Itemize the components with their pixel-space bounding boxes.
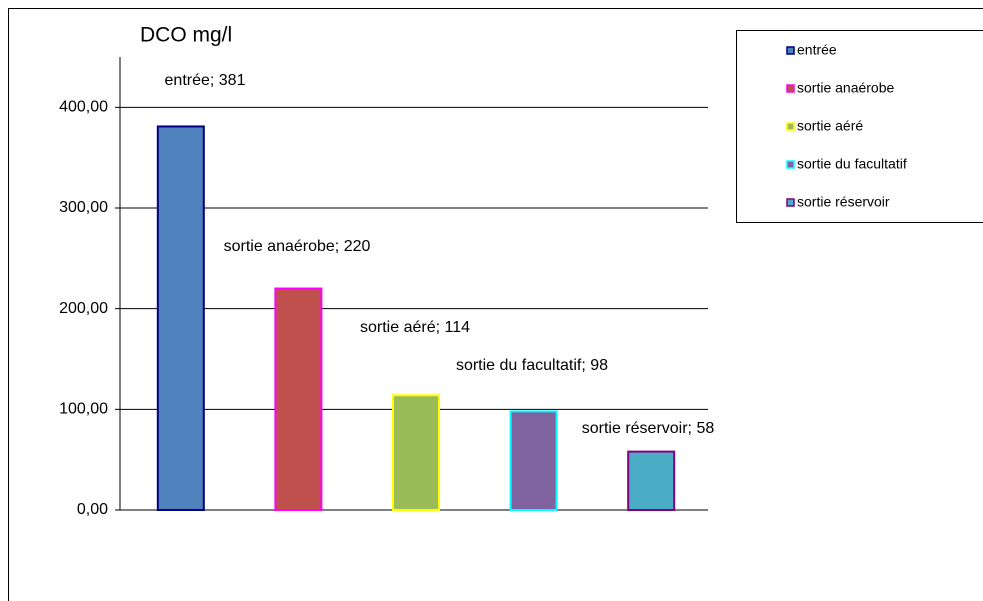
bar: [509, 410, 558, 512]
data-label: entrée; 381: [164, 72, 246, 89]
bar: [627, 450, 676, 512]
legend-box: [736, 30, 983, 223]
legend-label: sortie réservoir: [797, 194, 890, 210]
y-tick-label: 100,00: [59, 401, 108, 418]
bar: [392, 394, 440, 511]
y-tick-label: 0,00: [77, 501, 108, 518]
legend-label: sortie anaérobe: [797, 80, 895, 96]
y-tick-label: 400,00: [59, 99, 108, 116]
legend-label: entrée: [797, 42, 837, 58]
data-label: sortie du facultatif; 98: [455, 357, 609, 374]
chart-title: DCO mg/l: [140, 24, 232, 47]
bar: [156, 125, 205, 512]
legend-swatch: [786, 122, 795, 131]
data-label: sortie anaérobe; 220: [223, 238, 371, 255]
legend-swatch: [786, 198, 795, 207]
legend-label: sortie du facultatif: [797, 156, 907, 172]
legend-swatch: [786, 160, 795, 169]
legend-swatch: [786, 46, 795, 55]
y-tick-label: 200,00: [59, 300, 108, 317]
legend-label: sortie aéré: [797, 118, 863, 134]
legend-swatch: [786, 84, 795, 93]
bar: [274, 287, 323, 511]
y-tick-label: 300,00: [59, 199, 108, 216]
data-label: sortie aéré; 114: [360, 319, 470, 336]
data-label: sortie réservoir; 58: [581, 420, 715, 437]
